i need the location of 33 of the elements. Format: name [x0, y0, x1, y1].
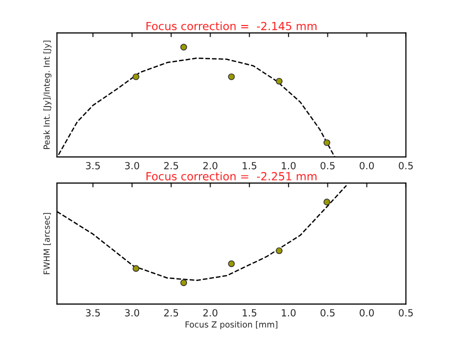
x-tick-label: 0.0: [360, 162, 374, 170]
y-axis-title: Peak Int. [Jy]/Integ. Int [Jy]: [43, 40, 52, 149]
x-tick-label: 2.0: [203, 162, 218, 170]
x-tick-label: 1.5: [242, 162, 256, 170]
point: [228, 260, 235, 268]
x-tick-label: 1.5: [242, 309, 256, 316]
x-tick-label: 0.5: [320, 309, 335, 316]
x-tick-label: 1.0: [282, 162, 296, 170]
x-tick-label: 3.0: [125, 162, 140, 170]
x-tick-label: 2.0: [203, 309, 218, 316]
point: [276, 247, 283, 254]
chart-title: Focus correction = -2.145 mm: [146, 22, 316, 30]
point: [324, 198, 330, 206]
point: [324, 139, 330, 146]
x-tick-label: 0.0: [360, 309, 374, 316]
x-tick-label: 1.0: [282, 309, 296, 316]
x-tick-label: 3.5: [86, 162, 100, 170]
x-tick-label: 0.5: [398, 162, 413, 170]
point: [228, 73, 235, 80]
point: [180, 279, 188, 286]
point: [132, 265, 140, 272]
x-tick-label: 0.5: [398, 309, 413, 316]
x-tick-label: 2.5: [164, 162, 178, 170]
y-axis-title: FWHM [arcsec]: [43, 212, 51, 274]
x-tick-label: 3.5: [86, 309, 100, 316]
x-tick-label: 0.5: [320, 162, 335, 170]
x-tick-label: 3.0: [125, 309, 140, 316]
point: [180, 44, 188, 51]
chart-title: Focus correction = -2.251 mm: [146, 172, 316, 180]
point: [276, 78, 283, 85]
x-tick-label: 2.5: [164, 309, 178, 316]
point: [132, 73, 140, 80]
x-axis-title: Focus Z position [mm]: [186, 321, 278, 330]
